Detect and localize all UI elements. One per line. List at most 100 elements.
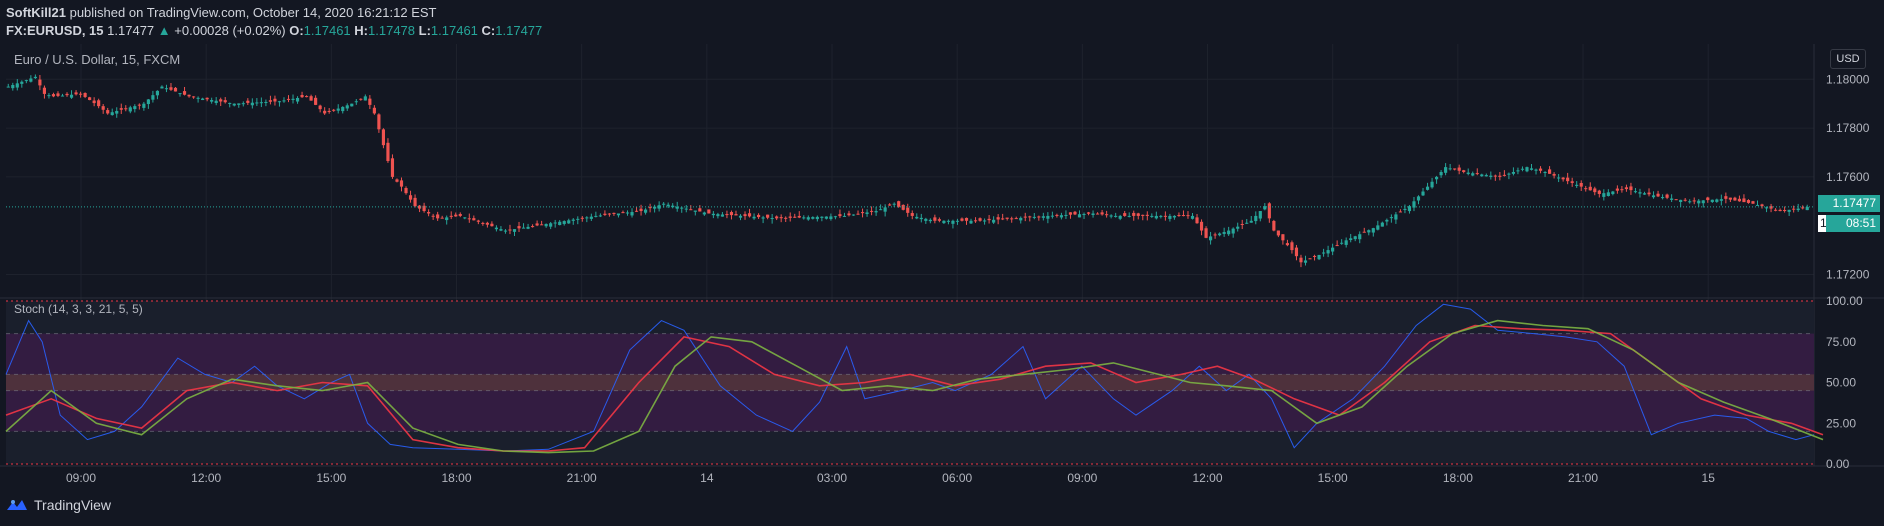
candle-body [906, 207, 910, 213]
candle-body [603, 213, 607, 215]
candle-body [1037, 216, 1041, 218]
candle-body [1462, 170, 1466, 172]
candle-body [481, 222, 485, 224]
candle-body [1236, 226, 1240, 229]
candle-body [187, 94, 191, 97]
candle-body [869, 210, 874, 212]
high-label: H: [354, 23, 369, 38]
candle-body [1380, 222, 1384, 227]
candle-body [1584, 188, 1588, 190]
candle-body [955, 220, 960, 222]
candle-body [1114, 215, 1118, 217]
symbol-label: FX:EURUSD, 15 [6, 23, 104, 38]
stoch-series-line [5, 303, 1815, 452]
candle-body [838, 214, 842, 217]
candle-body [1077, 214, 1082, 218]
candle-body [992, 219, 996, 223]
candle-body [1358, 234, 1362, 240]
candle-body [359, 98, 363, 100]
candle-body [1335, 245, 1339, 247]
candle-body [1498, 175, 1502, 177]
candle-body [300, 94, 304, 98]
candle-body [137, 104, 141, 106]
candle-body [83, 92, 87, 97]
candle-body [1719, 199, 1723, 201]
candle-body [1281, 234, 1285, 241]
candle-body [390, 158, 395, 177]
candle-body [1028, 216, 1032, 218]
candle-body [1724, 196, 1728, 199]
candle-body [124, 108, 128, 110]
candle-body [815, 216, 819, 220]
candle-body [372, 107, 376, 114]
publish-line: SoftKill21 published on TradingView.com,… [6, 3, 436, 23]
candle-body [74, 92, 78, 95]
stoch-indicator-title[interactable]: Stoch (14, 3, 3, 21, 5, 5) [14, 302, 143, 316]
chart-header: SoftKill21 published on TradingView.com,… [0, 0, 1884, 44]
candle-body [11, 84, 15, 89]
candle-body [1331, 247, 1335, 252]
chart-canvas[interactable]: 09:00 12:00 15:00 18:00 21:00 14 03:00 06:00 09:… [0, 44, 1884, 490]
candle-body [1778, 209, 1782, 212]
candle-body [1150, 215, 1154, 217]
candle-body [88, 97, 92, 101]
candle-body [427, 212, 431, 214]
author-name[interactable]: SoftKill21 [6, 5, 66, 20]
currency-button[interactable]: USD [1830, 49, 1866, 69]
close-value: 1.17477 [495, 23, 543, 38]
low-value: 1.17461 [430, 23, 478, 38]
candle-body [562, 221, 566, 224]
candle-body [1547, 169, 1552, 174]
candle-body [1751, 201, 1755, 204]
candle-body [517, 226, 521, 229]
candle-body [937, 219, 941, 221]
candle-body [1001, 218, 1005, 220]
candle-body [1091, 213, 1095, 216]
candle-body [341, 106, 345, 112]
candle-body [702, 212, 706, 215]
candle-body [463, 217, 467, 219]
candle-body [1534, 169, 1538, 171]
candle-body [1448, 168, 1452, 170]
price-axis-tick-label: 1.17800 [1826, 121, 1870, 135]
candle-body [851, 214, 856, 216]
candle-body [779, 217, 783, 219]
candle-body [503, 230, 508, 232]
candle-body [1529, 168, 1534, 170]
candle-body [1294, 247, 1299, 257]
candle-body [1755, 204, 1760, 206]
candle-body [128, 107, 132, 112]
candle-body [698, 208, 702, 212]
candle-body [440, 217, 444, 219]
candle-body [892, 203, 896, 205]
candle-body [1082, 213, 1086, 215]
candle-body [286, 98, 291, 100]
candle-body [793, 216, 797, 218]
candle-body [472, 218, 476, 221]
candle-body [1493, 175, 1497, 177]
candle-body [616, 213, 621, 216]
candle-body [540, 224, 544, 226]
candle-body [467, 218, 471, 220]
stoch-axis-tick-label: 0.00 [1826, 457, 1850, 471]
stoch-band-inner [6, 374, 1814, 391]
candle-body [494, 227, 499, 230]
partial-price-label: 1. [1818, 215, 1831, 232]
candle-body [802, 217, 806, 219]
candle-body [1421, 191, 1425, 196]
candle-body [277, 101, 282, 103]
candle-body [1285, 243, 1290, 246]
candle-body [201, 98, 205, 101]
candle-body [363, 96, 367, 101]
candle-body [133, 106, 137, 110]
candle-body [69, 94, 74, 98]
candle-body [1195, 217, 1199, 224]
candle-body [775, 216, 779, 219]
candle-body [598, 215, 602, 217]
candle-body [1588, 186, 1592, 191]
candle-body [214, 100, 218, 104]
candle-body [1737, 198, 1742, 202]
tradingview-logo[interactable]: TradingView [6, 497, 111, 513]
candle-body [38, 79, 42, 86]
candle-body [589, 216, 593, 219]
